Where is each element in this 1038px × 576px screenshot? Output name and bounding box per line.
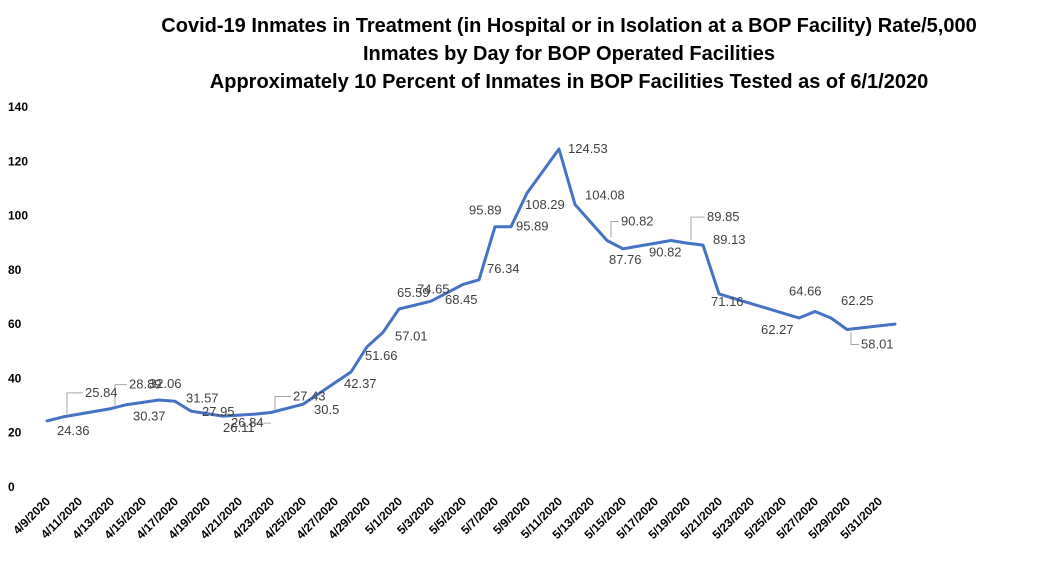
series-line-group xyxy=(45,147,897,423)
data-label: 26.84 xyxy=(231,415,264,430)
data-label-leader xyxy=(250,417,271,424)
x-axis: 4/9/20204/11/20204/13/20204/15/20204/17/… xyxy=(10,494,885,542)
y-tick-label: 140 xyxy=(8,100,28,114)
chart-title-line-2: Inmates by Day for BOP Operated Faciliti… xyxy=(363,43,775,65)
data-label-leader xyxy=(274,396,291,410)
data-label: 95.89 xyxy=(516,219,549,234)
data-label: 104.08 xyxy=(585,187,625,202)
data-label: 90.82 xyxy=(621,213,654,228)
data-label: 95.89 xyxy=(469,203,502,218)
data-label: 25.84 xyxy=(85,385,118,400)
data-label: 26.11 xyxy=(223,420,255,435)
chart-title-line-1: Covid-19 Inmates in Treatment (in Hospit… xyxy=(161,15,977,37)
y-tick-label: 120 xyxy=(8,154,28,168)
data-label-leaders xyxy=(66,216,859,424)
data-label: 30.37 xyxy=(133,409,166,424)
data-label-leader xyxy=(114,384,127,406)
chart-title-line-3: Approximately 10 Percent of Inmates in B… xyxy=(209,71,929,93)
y-axis: 0 20 40 60 80 100 120 140 xyxy=(8,100,28,494)
data-label-leader xyxy=(66,392,83,414)
data-label: 89.85 xyxy=(707,209,740,224)
data-label: 51.66 xyxy=(365,348,398,363)
y-tick-label: 60 xyxy=(8,317,22,331)
data-label: 65.59 xyxy=(397,285,430,300)
y-tick-label: 0 xyxy=(8,480,15,494)
data-label: 27.43 xyxy=(293,389,326,404)
data-label: 64.66 xyxy=(789,283,822,298)
data-label-leader xyxy=(610,220,619,238)
series-line xyxy=(45,147,897,423)
data-label: 108.29 xyxy=(525,197,565,212)
data-label: 57.01 xyxy=(395,328,428,343)
y-tick-label: 40 xyxy=(8,371,22,385)
chart-title: Covid-19 Inmates in Treatment (in Hospit… xyxy=(0,12,1038,96)
data-label: 62.27 xyxy=(761,322,794,337)
data-label: 71.16 xyxy=(711,294,744,309)
data-label: 87.76 xyxy=(609,252,642,267)
data-label: 24.36 xyxy=(57,423,90,438)
data-label: 90.82 xyxy=(649,244,682,259)
y-tick-label: 20 xyxy=(8,426,22,440)
data-label-leader xyxy=(850,332,859,346)
data-label: 28.89 xyxy=(129,377,162,392)
data-labels: 24.36 25.84 28.89 30.37 32.06 31.5727.9526.11… xyxy=(57,141,894,438)
data-label: 74.65 xyxy=(417,281,450,296)
y-tick-label: 100 xyxy=(8,209,28,223)
data-label-leader xyxy=(690,216,705,241)
y-tick-label: 80 xyxy=(8,263,22,277)
data-label: 76.34 xyxy=(487,261,520,276)
data-label: 89.13 xyxy=(713,232,746,247)
data-label: 62.25 xyxy=(841,293,874,308)
data-label: 42.37 xyxy=(344,376,377,391)
data-label: 58.01 xyxy=(861,337,894,352)
data-label: 27.95 xyxy=(202,404,235,419)
data-label: 30.5 xyxy=(314,402,339,417)
data-label: 32.06 xyxy=(149,376,182,391)
data-label: 31.57 xyxy=(186,390,219,405)
data-label: 124.53 xyxy=(568,141,608,156)
data-label: 68.45 xyxy=(445,292,478,307)
